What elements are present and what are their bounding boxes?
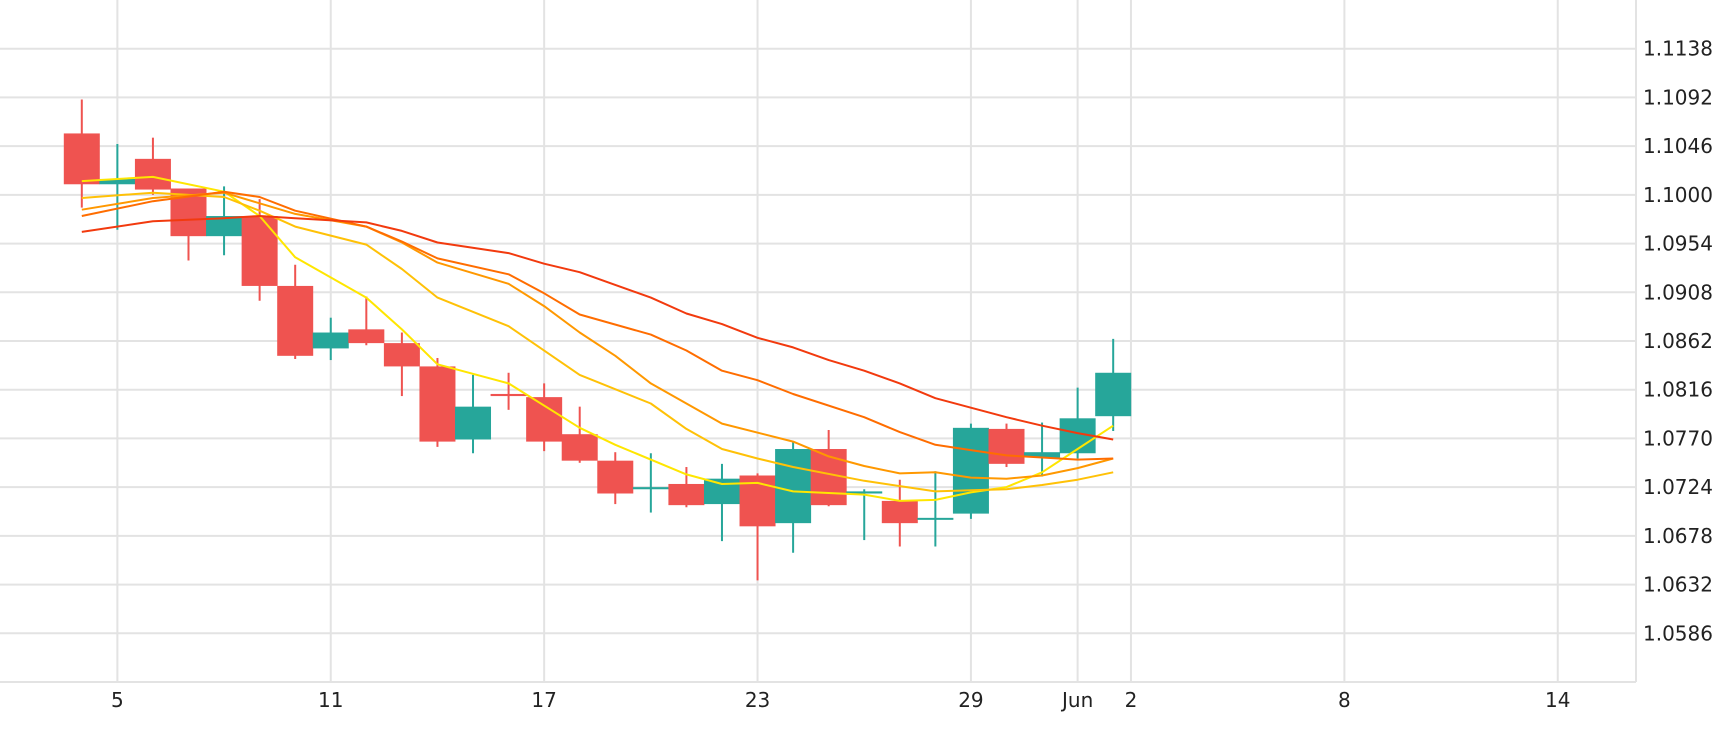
candle-body-down — [668, 483, 705, 506]
x-tick-label: 8 — [1338, 688, 1351, 712]
y-tick-label: 1.0678 — [1643, 524, 1713, 548]
candle-body-up — [206, 216, 243, 237]
y-tick-label: 1.0724 — [1643, 475, 1713, 499]
candle-body-down — [881, 500, 918, 524]
axes: 1.1138 1.1092 1.1046 1.1000 1.0954 1.0908 1.08… — [0, 0, 1713, 712]
candle-body-down — [561, 434, 598, 461]
x-tick-label: 11 — [318, 688, 343, 712]
candle-body-up — [455, 406, 492, 440]
moving-average-line — [81, 191, 1114, 493]
candle-body-down — [383, 343, 420, 367]
moving-average-line — [81, 190, 1114, 461]
y-tick-label: 1.0862 — [1643, 329, 1713, 353]
x-tick-label: 23 — [745, 688, 770, 712]
y-tick-label: 1.1000 — [1643, 183, 1713, 207]
y-tick-label: 1.1046 — [1643, 134, 1713, 158]
candle-body-down — [134, 158, 171, 190]
candle-body-down — [419, 366, 456, 442]
candle-body-down — [597, 460, 634, 494]
moving-average-lines — [81, 175, 1114, 502]
candle-body-down — [241, 216, 278, 286]
y-tick-label: 1.0770 — [1643, 426, 1713, 450]
moving-average-line — [81, 191, 1114, 480]
candle-body-down — [490, 393, 527, 397]
candle-body-up — [952, 427, 989, 514]
candle-body-up — [632, 487, 669, 490]
y-tick-label: 1.1092 — [1643, 85, 1713, 109]
x-tick-label: 5 — [111, 688, 124, 712]
candle-body-down — [348, 329, 385, 344]
candle-body-up — [846, 491, 883, 494]
candle-body-down — [526, 397, 563, 442]
y-tick-label: 1.0586 — [1643, 621, 1713, 645]
x-tick-label: 14 — [1545, 688, 1570, 712]
candle-body-down — [988, 428, 1025, 464]
y-tick-label: 1.1138 — [1643, 37, 1713, 61]
y-tick-label: 1.0816 — [1643, 378, 1713, 402]
candle-body-up — [917, 517, 954, 520]
candle-body-up — [312, 332, 349, 349]
candle-body-up — [1095, 372, 1132, 417]
y-tick-label: 1.0954 — [1643, 232, 1713, 256]
x-tick-label: 29 — [958, 688, 983, 712]
candle-body-up — [99, 178, 136, 185]
candle-body-up — [703, 478, 740, 505]
candle-body-up — [775, 449, 812, 524]
x-tick-label: 2 — [1125, 688, 1138, 712]
y-tick-label: 1.0632 — [1643, 573, 1713, 597]
candle-body-up — [1024, 452, 1061, 458]
candle-body-down — [63, 133, 100, 185]
x-tick-label: Jun — [1060, 688, 1093, 712]
y-tick-label: 1.0908 — [1643, 280, 1713, 304]
grid — [0, 0, 1636, 682]
moving-average-line — [81, 215, 1114, 441]
x-tick-label: 17 — [531, 688, 556, 712]
candle-body-down — [277, 285, 314, 356]
